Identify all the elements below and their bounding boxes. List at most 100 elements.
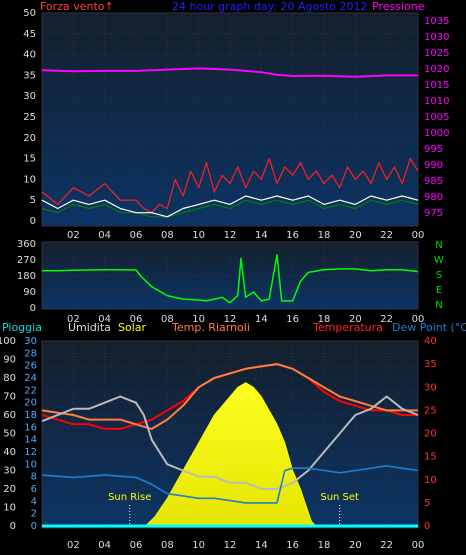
panel-1-right-tick: 1010 xyxy=(424,96,449,107)
panel-3-series-solar xyxy=(42,382,418,527)
panel-3-temp-tick: 35 xyxy=(424,359,437,370)
panel-1-x-tick: 14 xyxy=(255,230,268,241)
panel-1-right-tick: 1015 xyxy=(424,80,449,91)
panel-2-x-tick: 02 xyxy=(67,314,80,325)
panel-1-series-wind-white xyxy=(41,195,419,218)
panel-3-rain-tick: 0 xyxy=(10,521,16,532)
panel-3-temp-tick: 25 xyxy=(424,405,437,416)
panel-2-x-tick: 22 xyxy=(380,314,393,325)
panel-3-annotation-label: Sun Rise xyxy=(108,492,151,503)
panel-2-compass-letter: E xyxy=(436,285,442,296)
panel-2-x-tick: 08 xyxy=(161,314,174,325)
panel-1-left-tick: 0 xyxy=(30,216,36,227)
panel-3-x-tick: 22 xyxy=(380,540,393,551)
panel-1-background xyxy=(42,13,418,226)
panel-3-series-dew-point xyxy=(41,465,419,504)
panel-1-right-tick: 1025 xyxy=(424,48,449,59)
panel-3-humidity-tick: 12 xyxy=(24,447,37,458)
panel-2-x-tick: 00 xyxy=(412,314,425,325)
panel-3-humidity-tick: 8 xyxy=(31,472,37,483)
panel-3-series-temp-riarnoli xyxy=(41,363,418,430)
panel-2-left-tick: 360 xyxy=(17,239,36,250)
panel-1-x-tick: 22 xyxy=(380,230,393,241)
panel-3-humidity-tick: 14 xyxy=(24,435,37,446)
panel-1-left-axis-label: Forza vento↑ xyxy=(40,0,114,13)
panel-3-x-tick: 14 xyxy=(255,540,268,551)
panel-3-temp-tick: 20 xyxy=(424,429,437,440)
panel-1-left-tick: 25 xyxy=(23,112,36,123)
panel-1-x-tick: 20 xyxy=(349,230,362,241)
panel-2-x-tick: 04 xyxy=(98,314,111,325)
panel-3-rain-tick: 90 xyxy=(3,355,16,366)
panel-3-x-tick: 20 xyxy=(349,540,362,551)
panel-2-x-tick: 18 xyxy=(318,314,331,325)
panel-1-x-tick: 08 xyxy=(161,230,174,241)
panel-1-right-tick: 1030 xyxy=(424,32,449,43)
legend-umidita: Umidita xyxy=(68,321,111,334)
panel-1-left-tick: 40 xyxy=(23,50,36,61)
panel-2-x-tick: 20 xyxy=(349,314,362,325)
panel-2-x-tick: 10 xyxy=(192,314,205,325)
panel-3-rain-tick: 50 xyxy=(3,429,16,440)
panel-3-rain-tick: 20 xyxy=(3,484,16,495)
panel-3-humidity-tick: 6 xyxy=(31,484,37,495)
panel-3-rain-tick: 100 xyxy=(0,336,16,347)
panel-3-rain-tick: 30 xyxy=(3,466,16,477)
panel-2-compass-letter: N xyxy=(435,240,442,251)
panel-1-right-tick: 985 xyxy=(424,176,443,187)
panel-2-x-tick: 06 xyxy=(130,314,143,325)
panel-1-right-tick: 975 xyxy=(424,208,443,219)
legend-temp-riarnoli: Temp. Riarnoli xyxy=(171,321,250,334)
panel-3-temp-tick: 0 xyxy=(424,521,430,532)
panel-3-rain-tick: 40 xyxy=(3,447,16,458)
panel-1-series-pressure xyxy=(41,67,418,78)
panel-3-x-tick: 00 xyxy=(412,540,425,551)
panel-2-series-wind-direction xyxy=(42,253,419,304)
panel-1-right-tick: 1020 xyxy=(424,64,449,75)
panel-2-left-tick: 180 xyxy=(17,271,36,282)
panel-1-series-wind-gust xyxy=(41,158,419,214)
panel-1-x-tick: 10 xyxy=(192,230,205,241)
panel-3-rain-tick: 80 xyxy=(3,373,16,384)
panel-1-x-tick: 04 xyxy=(98,230,111,241)
panel-1-left-tick: 50 xyxy=(23,8,36,19)
panel-3-x-tick: 12 xyxy=(224,540,237,551)
panel-2-left-tick: 270 xyxy=(17,255,36,266)
panel-1-left-tick: 35 xyxy=(23,70,36,81)
panel-3-x-tick: 04 xyxy=(98,540,111,551)
panel-3-humidity-tick: 2 xyxy=(31,509,37,520)
panel-3-humidity-tick: 26 xyxy=(24,361,37,372)
panel-1-x-tick: 02 xyxy=(67,230,80,241)
panel-3-humidity-tick: 20 xyxy=(24,398,37,409)
panel-1-left-tick: 15 xyxy=(23,154,36,165)
panel-3-x-tick: 16 xyxy=(286,540,299,551)
panel-1-title: 24 hour graph day: 20 Agosto 2012 xyxy=(172,0,368,13)
panel-1-left-tick: 20 xyxy=(23,133,36,144)
panel-3-x-tick: 02 xyxy=(67,540,80,551)
panel-3-humidity-tick: 16 xyxy=(24,422,37,433)
panel-3-temp-tick: 15 xyxy=(424,452,437,463)
legend-pioggia: Pioggia xyxy=(2,321,42,334)
panel-2-left-tick: 90 xyxy=(23,287,36,298)
panel-3-temp-tick: 5 xyxy=(424,498,430,509)
panel-2-left-tick: 0 xyxy=(30,303,36,314)
panel-2-compass-letter: N xyxy=(435,300,442,311)
panel-1-x-tick: 12 xyxy=(224,230,237,241)
panel-3-temp-tick: 10 xyxy=(424,475,437,486)
panel-1-left-tick: 10 xyxy=(23,174,36,185)
panel-3-rain-tick: 10 xyxy=(3,503,16,514)
legend-temperatura: Temperatura xyxy=(312,321,383,334)
panel-3-x-tick: 18 xyxy=(318,540,331,551)
panel-1-x-tick: 00 xyxy=(412,230,425,241)
panel-3-humidity-tick: 18 xyxy=(24,410,37,421)
panel-1-right-tick: 1005 xyxy=(424,112,449,123)
panel-2-x-tick: 14 xyxy=(255,314,268,325)
legend-dew-point: Dew Point (°C) xyxy=(392,321,466,334)
panel-3-humidity-tick: 10 xyxy=(24,459,37,470)
panel-3-rain-tick: 60 xyxy=(3,410,16,421)
panel-3-humidity-tick: 30 xyxy=(24,336,37,347)
panel-3-humidity-tick: 24 xyxy=(24,373,37,384)
panel-1-right-tick: 1000 xyxy=(424,128,449,139)
panel-1-x-tick: 18 xyxy=(318,230,331,241)
